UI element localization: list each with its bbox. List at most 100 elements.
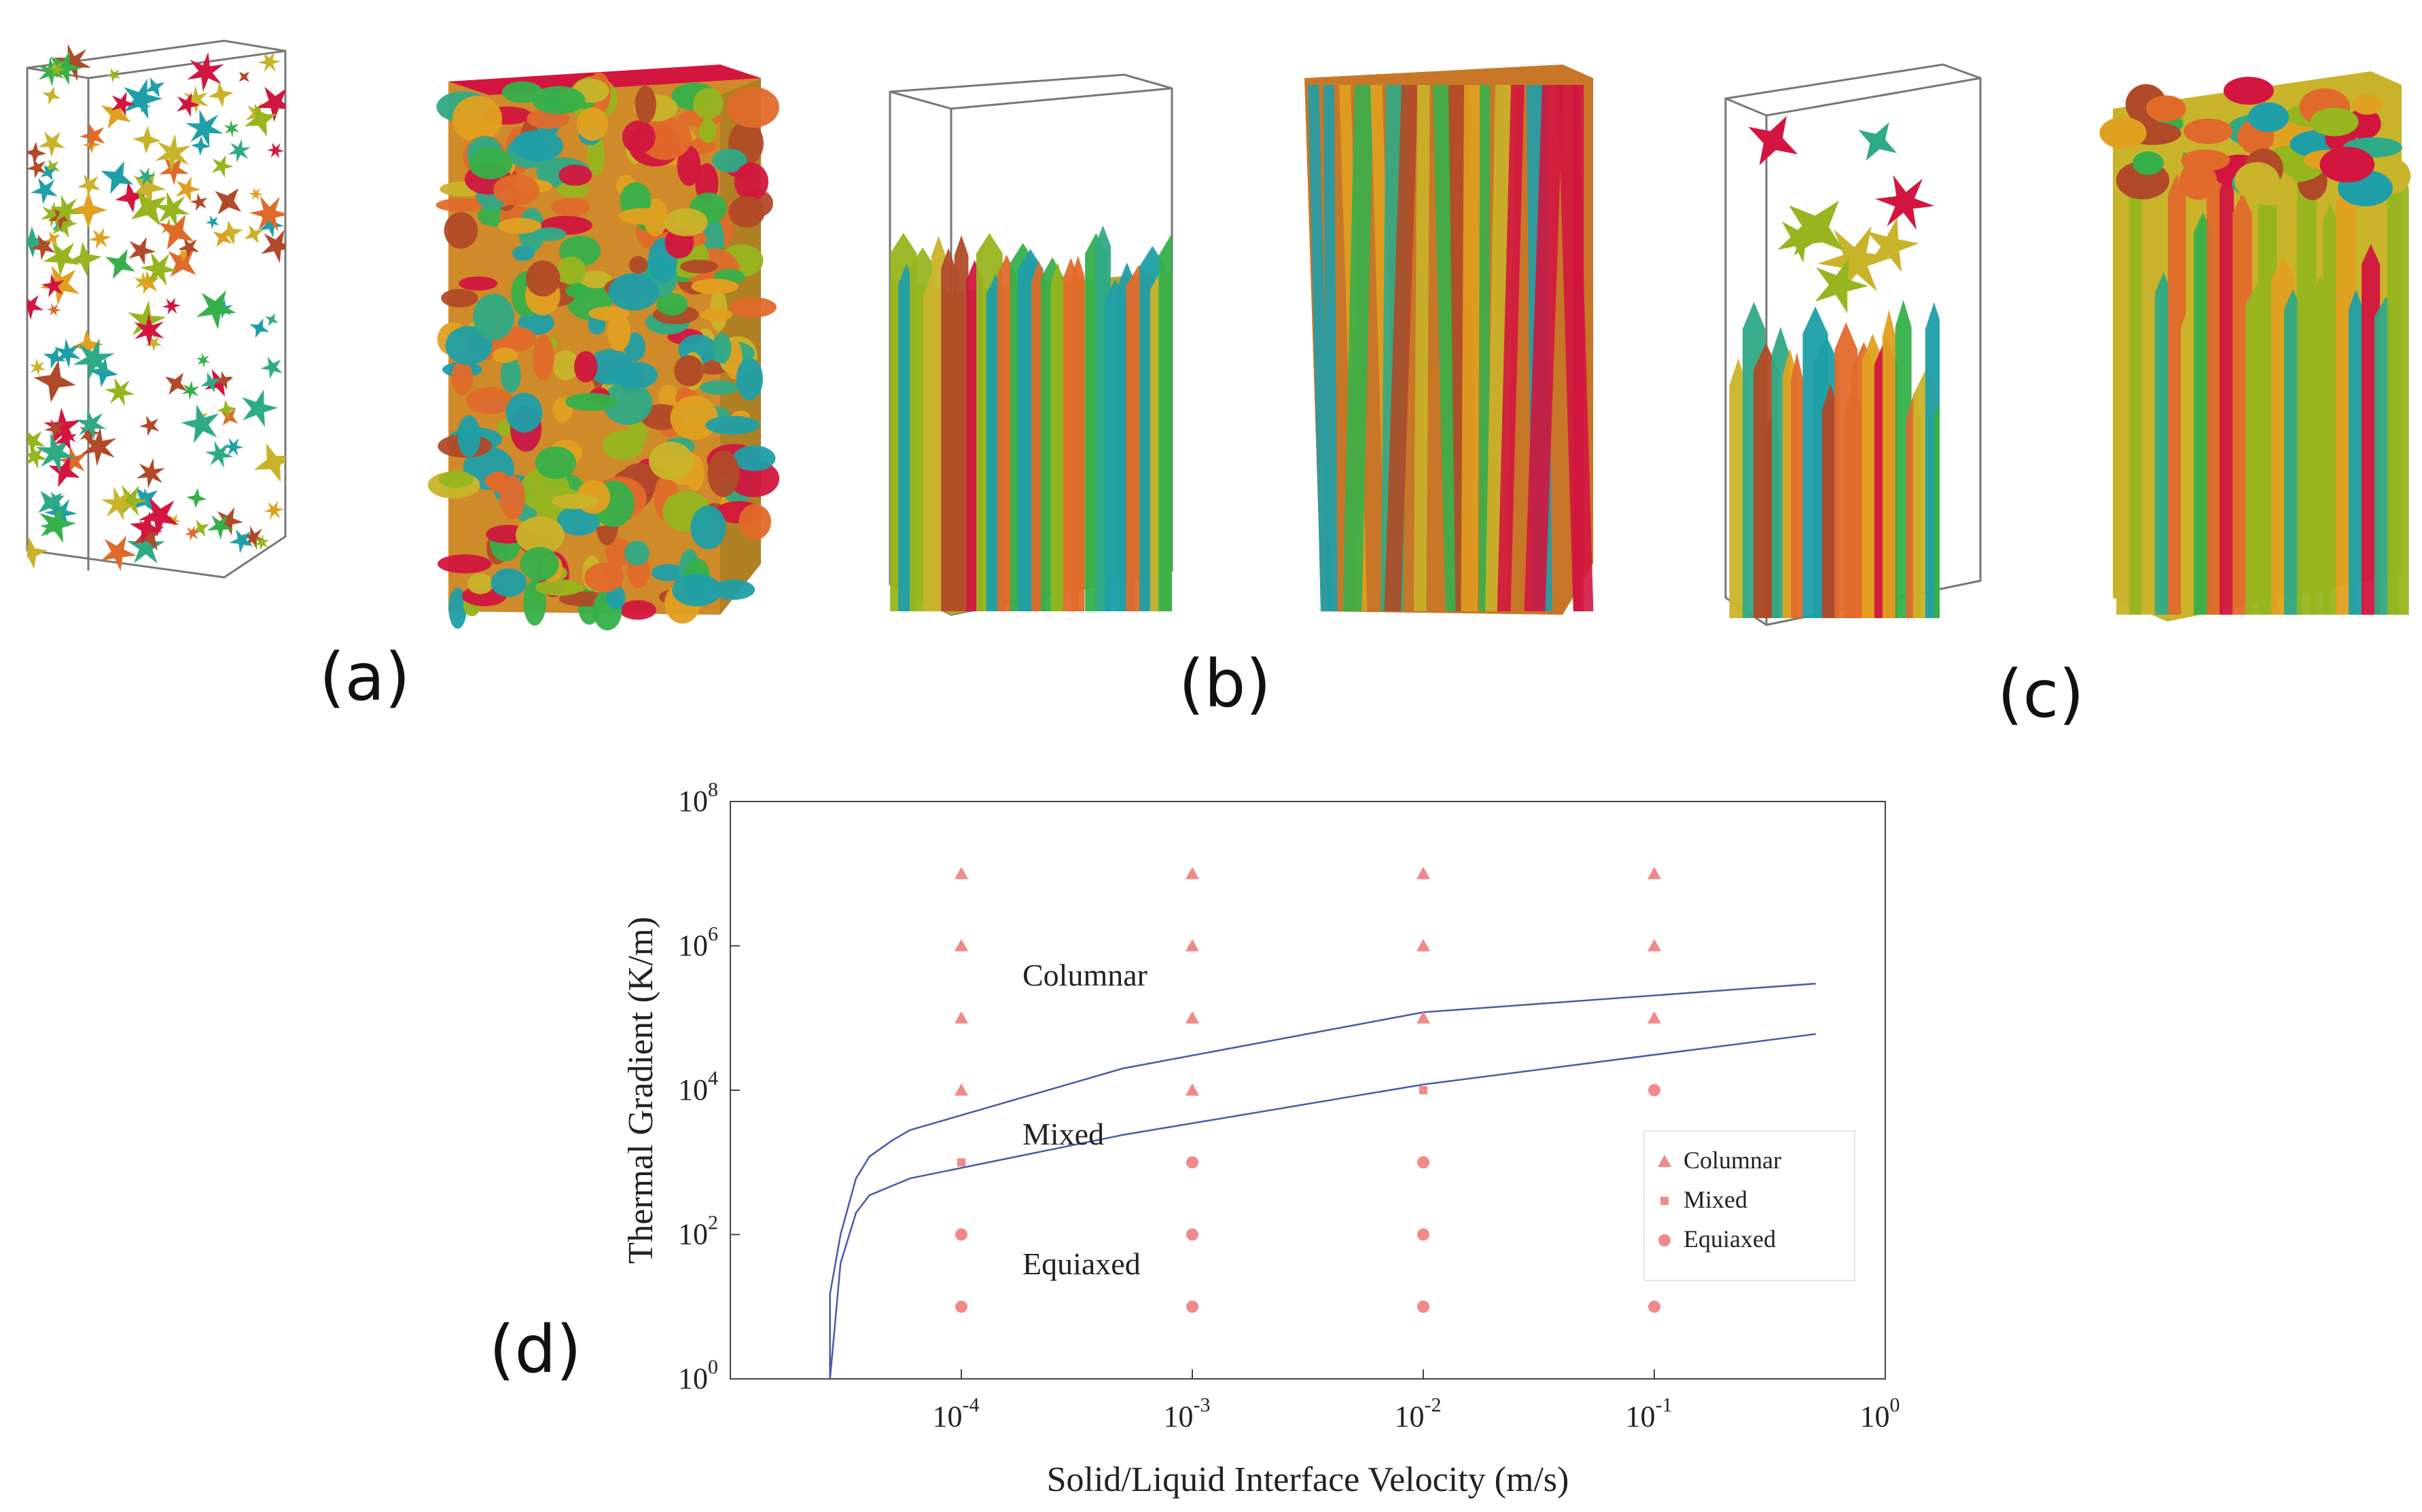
grain xyxy=(1858,122,1897,161)
column-grain xyxy=(1573,85,1584,611)
point-equiaxed xyxy=(1417,1156,1429,1169)
grain xyxy=(38,131,65,158)
column-grain xyxy=(1323,85,1338,611)
column-grain xyxy=(2129,158,2142,615)
grain xyxy=(574,350,598,383)
grain xyxy=(264,501,285,520)
grain xyxy=(670,395,718,440)
grain xyxy=(2247,102,2289,132)
grain xyxy=(128,300,166,339)
grain xyxy=(75,408,107,440)
panel-b-columnar-growth xyxy=(889,73,1173,616)
grain xyxy=(101,486,137,521)
grain xyxy=(67,242,102,276)
grain xyxy=(44,418,65,440)
grain xyxy=(520,547,559,581)
point-columnar xyxy=(1186,1083,1199,1096)
grain xyxy=(139,497,179,537)
grain xyxy=(491,568,527,597)
grain xyxy=(512,130,564,162)
grain xyxy=(690,505,726,550)
column-grain xyxy=(2220,170,2234,615)
grain xyxy=(106,68,121,83)
point-columnar xyxy=(1417,1011,1430,1024)
y-tick-label: 100 xyxy=(678,1356,718,1395)
point-equiaxed xyxy=(955,1300,967,1313)
grain xyxy=(556,256,586,285)
point-columnar xyxy=(955,939,968,952)
grain xyxy=(576,107,609,141)
grain xyxy=(711,148,747,173)
column-grain xyxy=(1524,85,1563,611)
grain xyxy=(177,92,200,118)
grain xyxy=(244,225,264,244)
grain xyxy=(139,415,160,437)
grain xyxy=(47,491,65,509)
grain xyxy=(162,298,181,315)
grain xyxy=(253,443,285,482)
grain xyxy=(2351,94,2383,115)
grain xyxy=(260,357,283,379)
grain xyxy=(27,158,47,179)
grain xyxy=(41,274,65,298)
grain xyxy=(136,167,156,187)
legend-entry: Columnar xyxy=(1684,1147,1781,1174)
grain xyxy=(484,473,509,489)
grain xyxy=(738,504,772,540)
column-grain xyxy=(1934,403,1940,618)
grain xyxy=(184,525,200,541)
grain xyxy=(656,292,688,316)
grain xyxy=(254,534,270,551)
point-equiaxed xyxy=(1186,1156,1198,1169)
grain xyxy=(88,357,118,388)
grain xyxy=(145,77,165,97)
grain xyxy=(132,126,161,154)
grain xyxy=(136,270,160,294)
grain xyxy=(192,520,209,537)
grain xyxy=(712,332,732,363)
panel-label-a: (a) xyxy=(319,639,410,715)
grain xyxy=(2132,151,2164,175)
grain xyxy=(435,198,487,212)
grain xyxy=(40,266,80,306)
grain xyxy=(452,95,503,143)
grain xyxy=(584,562,624,592)
x-tick-label: 10-3 xyxy=(1164,1394,1211,1433)
grain xyxy=(535,579,584,596)
grain xyxy=(618,208,669,225)
grain xyxy=(558,164,592,186)
grain xyxy=(266,143,285,158)
grain xyxy=(736,357,763,401)
grain xyxy=(729,297,777,318)
point-equiaxed xyxy=(1648,1084,1660,1096)
point-equiaxed xyxy=(1417,1300,1429,1313)
grain xyxy=(80,427,117,467)
y-tick-label: 106 xyxy=(678,923,718,962)
point-columnar xyxy=(1417,867,1430,880)
grain xyxy=(54,428,77,450)
grain xyxy=(105,249,135,279)
grain xyxy=(467,573,494,594)
grain xyxy=(700,307,732,322)
grain xyxy=(208,82,234,107)
grain xyxy=(215,507,244,536)
point-mixed xyxy=(1419,1086,1427,1094)
grain xyxy=(58,446,87,475)
grain xyxy=(2234,162,2280,200)
point-columnar xyxy=(1648,867,1661,880)
point-equiaxed xyxy=(1648,1300,1660,1313)
panel-c-mixed-full xyxy=(2099,71,2411,622)
panel-a-grain-sparse xyxy=(26,39,287,579)
chart-d: 10-4 10-3 10-2 10-1 100 100 102 104 106 108 Colum… xyxy=(622,778,1900,1499)
grain xyxy=(468,147,513,179)
grain xyxy=(136,458,165,488)
panel-c: (c) xyxy=(1724,63,2411,732)
legend-marker xyxy=(1658,1234,1671,1246)
grain xyxy=(711,579,755,600)
grain xyxy=(2184,118,2233,145)
grain xyxy=(101,98,131,129)
grain xyxy=(445,326,493,365)
grain xyxy=(131,190,166,226)
grain xyxy=(1817,226,1893,295)
grain xyxy=(532,86,586,115)
